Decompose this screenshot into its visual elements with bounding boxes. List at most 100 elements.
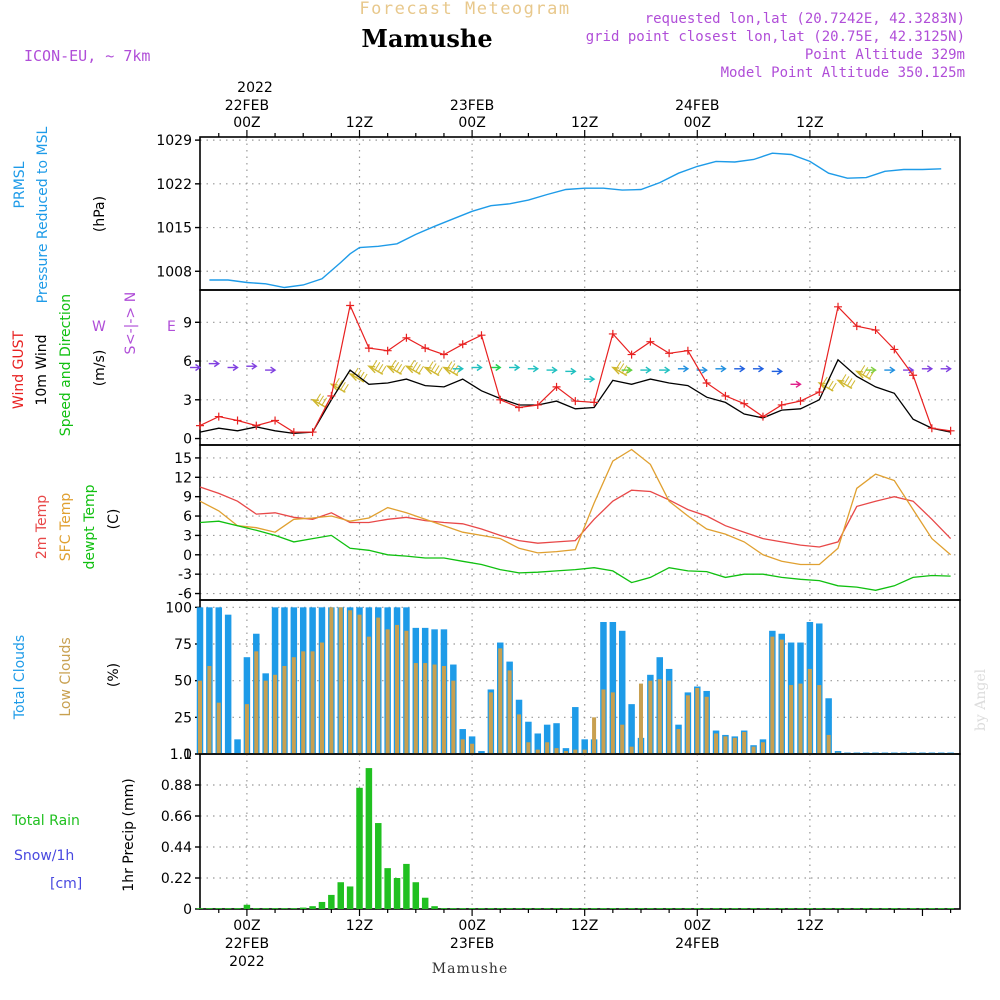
gust-marker [852,322,861,331]
temp-label: dewpt Temp [82,484,98,569]
ytick-label: 0.44 [161,840,192,856]
rain-bar [684,908,692,909]
wind-arrow [310,393,331,409]
wind-arrow-head [926,365,934,373]
wind-barb [843,376,850,385]
wind-barb [830,382,837,392]
wind-arrow [640,366,652,374]
panel-pressure: 1008 1015 1022 1029 [156,133,961,291]
wind-label: Speed and Direction [58,294,74,436]
total-cloud-bar [609,622,617,754]
gust-line [199,303,951,433]
low-cloud-bar [770,636,775,754]
low-cloud-bar [638,683,643,754]
wind-arrow [490,363,502,372]
gust-marker [815,388,824,397]
gust-marker [458,340,467,349]
total-cloud-bar [478,751,485,754]
rain-bar [412,882,420,909]
gust-marker [552,382,561,391]
wind-barb [315,393,322,403]
wind-unit: (m/s) [92,350,108,387]
rain-bar [224,908,232,909]
wind-arrow [771,367,783,375]
bottom-time-label: 00Z [458,918,485,934]
wind-barb [358,371,365,381]
ytick-label: 6 [183,509,192,525]
ytick-label: 0 [183,432,192,448]
ytick-label: 3 [183,393,192,409]
gust-marker [758,412,767,421]
rain-bar [309,906,316,909]
rain-bar [346,886,354,909]
gust-marker [439,350,448,359]
wind-label: 10m Wind [34,334,50,405]
ytick-label: -6 [178,587,192,603]
total-cloud-bar [215,607,223,754]
gust-marker [196,421,204,430]
rain-bar [421,897,429,909]
wind-arrow [565,367,577,375]
low-cloud-bar [470,743,475,754]
wind-barb [840,374,847,383]
gust-marker [927,424,936,433]
wind-barb [452,365,459,374]
rain-bar [572,908,579,909]
gust-marker [590,398,599,407]
rain-bar [206,908,213,909]
panel-temperature: -6 -3 0 3 6 9 12 15 [174,444,961,603]
low-cloud-bar [301,651,306,754]
wind-barb [868,371,875,380]
ytick-label: 6 [183,354,192,370]
wind-barb [374,361,381,371]
ytick-label: 3 [183,528,192,544]
wind-barb [339,382,346,391]
rain-bar [759,908,767,909]
ytick-label: 75 [174,637,192,653]
wind-arrow [423,361,443,377]
wind-barb [859,365,866,374]
rain-bar [881,908,889,909]
total-cloud-bar [553,723,560,754]
wind-barb [821,376,828,386]
wind-arrow [790,380,802,388]
rain-bar [750,908,757,909]
panel-frame [199,753,961,910]
bottom-time-label: 12Z [796,918,823,934]
low-cloud-bar [348,610,353,754]
rain-bar [609,908,617,909]
rain-bar [581,908,588,909]
top-time-label: 24FEB [675,98,719,114]
wind-barb [846,378,853,387]
rain-bar [853,908,861,909]
wind-arrow [884,366,896,374]
gust-marker [308,428,317,437]
wind-arrow-head [532,365,540,373]
wind-barb [436,367,443,376]
wind-arrow-head [795,380,802,388]
gust-marker [533,400,542,409]
low-cloud-bar [244,704,249,754]
wind-arrow-head [551,366,558,374]
low-cloud-bar [263,680,268,754]
total-cloud-bar [618,630,626,754]
rain-bar [722,908,729,909]
gust-marker [214,412,223,421]
low-cloud-bar [742,732,747,754]
pressure-line [209,152,942,289]
rain-bar [468,908,476,909]
wind-arrow-head [589,375,596,383]
gust-marker [496,395,505,404]
footer-station: Mamushe [432,961,508,977]
wind-barb [380,365,387,375]
rain-bar [872,908,879,909]
ytick-label: 0.66 [161,809,192,825]
rain-bar [694,908,701,909]
low-cloud-bar [517,714,522,754]
low-cloud-bar [573,749,578,754]
gust-marker [721,391,730,400]
wind-barb [411,361,418,371]
rain-bar [637,908,645,909]
gust-marker [289,428,298,437]
rain-bar [909,908,917,909]
